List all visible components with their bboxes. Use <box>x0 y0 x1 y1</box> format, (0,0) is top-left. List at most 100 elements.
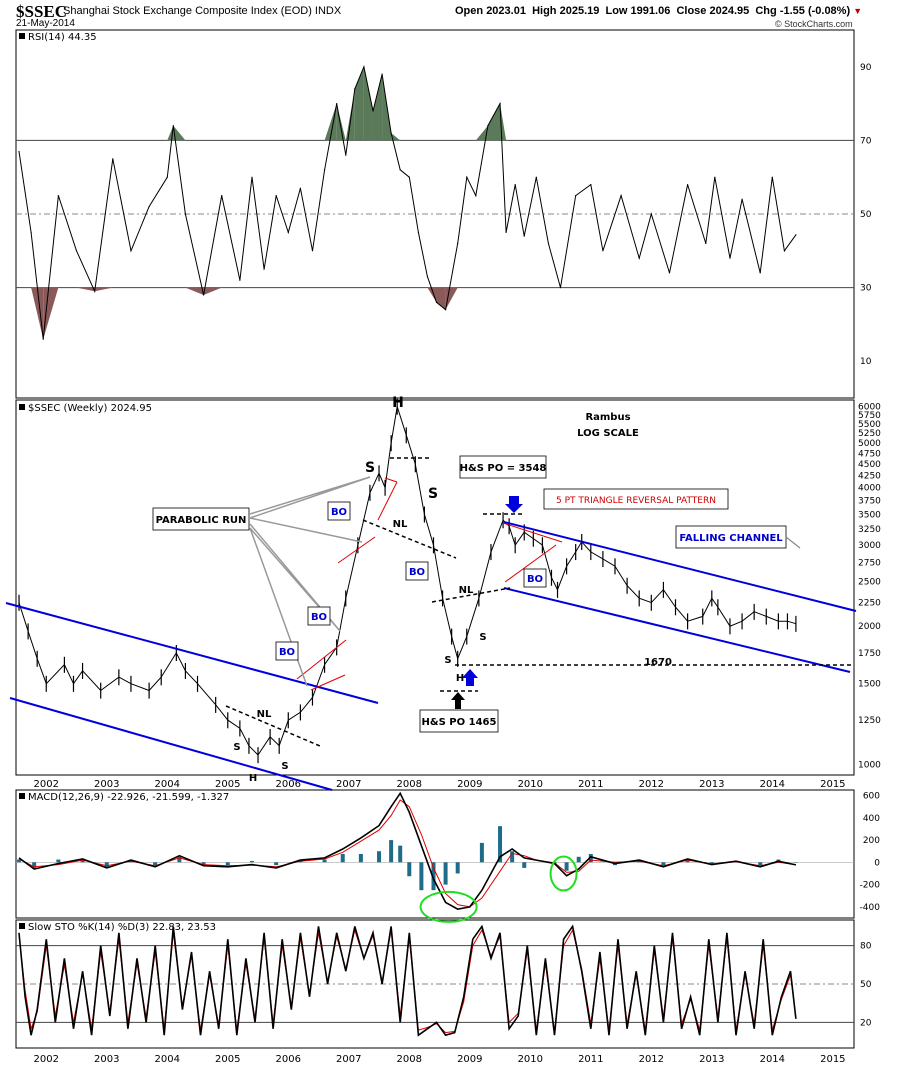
rsi-overbought-fill <box>372 74 383 141</box>
high-label: High <box>532 5 557 17</box>
rsi-point <box>30 231 32 233</box>
stoch-x-tick-label: 2012 <box>639 1054 664 1065</box>
stoch-tick-label: 20 <box>860 1018 872 1028</box>
red-triangle-line <box>504 544 557 583</box>
price-tick-label: 6000 <box>858 403 881 413</box>
rsi-point <box>729 257 731 259</box>
rsi-point <box>417 231 419 233</box>
stockcharts-credit: © StockCharts.com <box>775 19 853 29</box>
rsi-point <box>771 176 773 178</box>
price-tick-label: 5500 <box>858 420 881 430</box>
rsi-point <box>668 272 671 274</box>
stoch-x-tick-label: 2004 <box>155 1054 180 1065</box>
old-channel-top <box>5 602 379 704</box>
rsi-point <box>575 195 577 197</box>
rsi-point <box>390 132 392 134</box>
rsi-point <box>687 183 689 186</box>
stoch-x-tick-label: 2011 <box>578 1054 603 1065</box>
price-tick-label: 2250 <box>858 599 881 609</box>
rsi-point <box>94 290 96 292</box>
price-tick-label: 3000 <box>858 541 881 551</box>
rsi-point <box>426 275 429 278</box>
price-x-tick-label: 2011 <box>578 779 603 790</box>
rsi-point <box>239 279 241 281</box>
pattern-label-11: H <box>456 673 464 684</box>
price-tick-label: 4500 <box>858 460 881 470</box>
stoch-x-tick-label: 2010 <box>518 1054 543 1065</box>
rsi-point <box>466 176 468 178</box>
price-tick-label: 3750 <box>858 497 881 507</box>
rsi-point <box>172 125 174 127</box>
panel-frame-price <box>15 399 855 776</box>
price-tick-label: 4000 <box>858 484 881 494</box>
price-line <box>18 406 797 756</box>
macd-signal-line <box>18 799 796 908</box>
rsi-oversold-fill <box>94 287 113 292</box>
rsi-overbought-fill <box>363 66 373 141</box>
rsi-point <box>444 309 447 311</box>
rsi-point <box>535 176 537 178</box>
macd-legend-swatch <box>19 793 25 799</box>
price-tick-label: 5750 <box>858 411 881 421</box>
macd-highlight-ellipse <box>419 890 478 923</box>
price-x-tick-label: 2013 <box>699 779 724 790</box>
stoch-legend-swatch <box>19 923 25 929</box>
rsi-point <box>457 242 459 245</box>
falling-channel-pointer <box>785 536 801 549</box>
rsi-point <box>354 88 356 90</box>
rsi-point <box>638 257 640 259</box>
falling-channel-top <box>503 521 857 612</box>
high-value: 2025.19 <box>559 5 600 17</box>
red-triangle-line <box>502 522 563 543</box>
stoch-x-tick-label: 2009 <box>457 1054 482 1065</box>
price-x-tick-label: 2007 <box>336 779 361 790</box>
rsi-point <box>311 250 314 252</box>
rsi-point <box>514 183 516 186</box>
rsi-point <box>475 195 477 197</box>
rsi-point <box>275 195 277 197</box>
red-wedge-line <box>296 639 347 680</box>
open-label: Open <box>455 5 484 17</box>
pattern-label-2: S <box>428 486 438 502</box>
rsi-point <box>372 110 374 112</box>
rsi-point <box>714 176 716 178</box>
falling-channel-label: FALLING CHANNEL <box>679 533 783 544</box>
rsi-point <box>57 195 59 197</box>
rsi-overbought-fill <box>475 125 488 141</box>
stoch-x-tick-label: 2007 <box>336 1054 361 1065</box>
neckline-bottom <box>225 705 321 747</box>
price-title: $SSEC (Weekly) 2024.95 <box>28 403 152 414</box>
pattern-label-4: S <box>281 761 288 772</box>
price-tick-label: 2500 <box>858 578 881 588</box>
macd-tick-label: -400 <box>860 903 881 913</box>
macd-title: MACD(12,26,9) -22.926, -21.599, -1.327 <box>28 792 229 803</box>
rsi-point <box>336 103 338 105</box>
rsi-point <box>363 66 365 68</box>
pattern-label-6: NL <box>257 709 272 720</box>
parabolic-run-label-box <box>152 507 250 531</box>
rsi-tick-label: 90 <box>860 63 872 73</box>
rsi-overbought-fill <box>487 103 501 141</box>
rsi-point <box>130 250 132 252</box>
rsi-overbought-fill <box>336 103 346 141</box>
bo-label-4-box <box>523 568 547 588</box>
hs-po-bottom-label: H&S PO 1465 <box>422 717 497 728</box>
macd-highlight-ellipse <box>549 855 578 892</box>
parabolic-pointer <box>249 523 341 687</box>
rsi-point <box>202 294 205 296</box>
chg-label: Chg <box>755 5 777 17</box>
rsi-point <box>263 268 265 270</box>
rsi-point <box>523 235 525 237</box>
rsi-legend-swatch <box>19 33 25 39</box>
pattern-label-8: NL <box>459 585 474 596</box>
log-scale-label: LOG SCALE <box>577 428 639 439</box>
stoch-k-line <box>18 924 797 1037</box>
bo-label-1-box <box>307 606 331 626</box>
macd-tick-label: 600 <box>863 792 880 802</box>
price-x-tick-label: 2006 <box>276 779 301 790</box>
rsi-point <box>166 176 168 178</box>
bo-label-1: BO <box>311 612 327 623</box>
hs-po-bottom-label-box <box>419 709 499 733</box>
rsi-point <box>499 103 501 105</box>
